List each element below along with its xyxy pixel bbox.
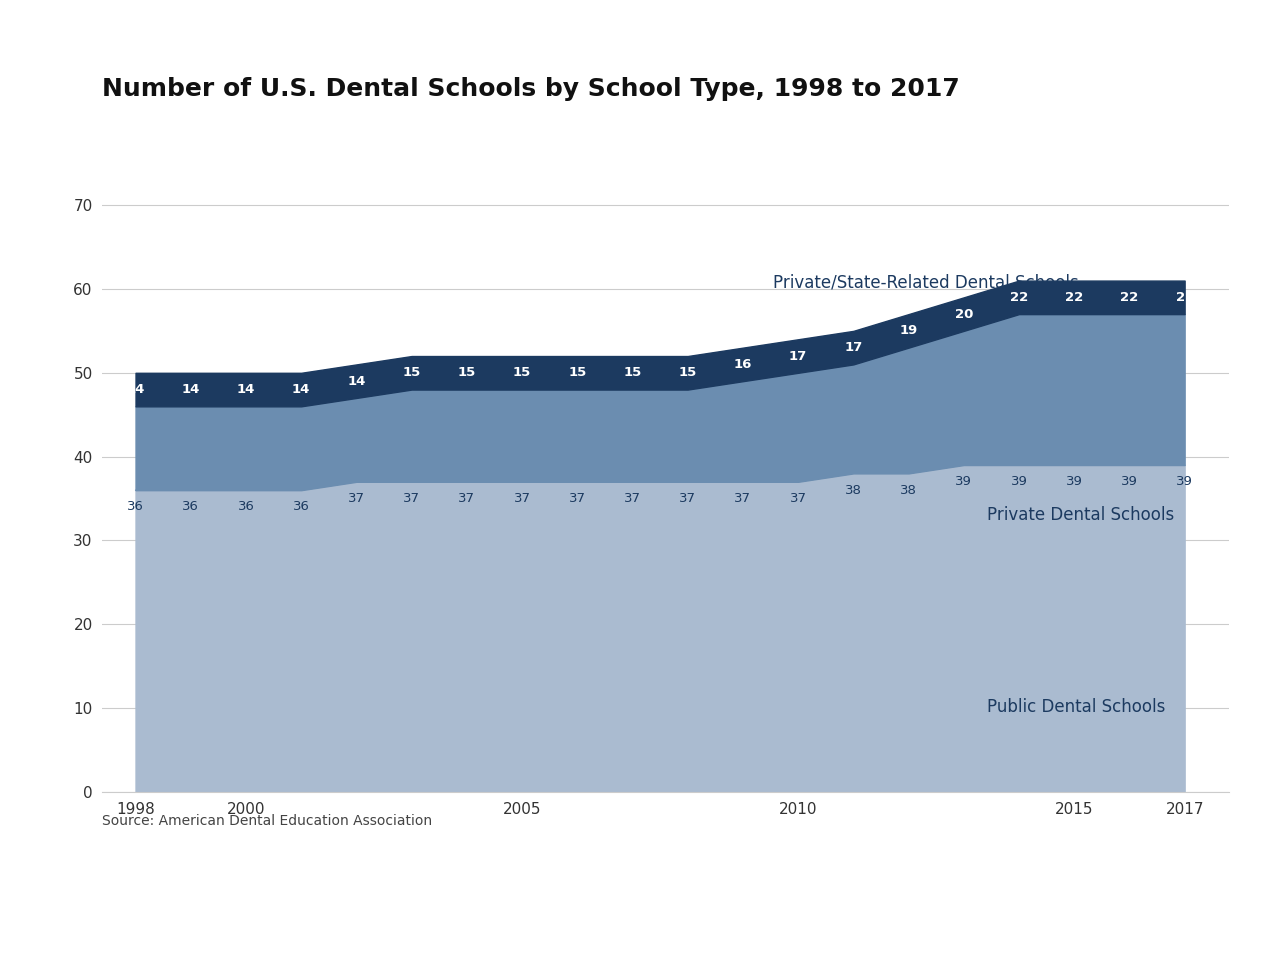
Text: DENTAL EDUCATION: DENTAL EDUCATION [1158,915,1271,924]
Text: Number of U.S. Dental Schools by School Type, 1998 to 2017: Number of U.S. Dental Schools by School … [102,77,960,101]
Text: 14: 14 [182,383,200,396]
Text: 36: 36 [182,500,200,514]
Text: 37: 37 [348,492,365,505]
Text: 15: 15 [568,367,586,379]
Text: 37: 37 [790,492,806,505]
Text: 36: 36 [293,500,310,514]
Text: Private/State-Related Dental Schools: Private/State-Related Dental Schools [773,274,1078,292]
Text: 14: 14 [347,374,366,388]
Text: 14: 14 [292,383,310,396]
Text: 15: 15 [458,367,476,379]
Text: Public Dental Schools: Public Dental Schools [987,698,1165,716]
Text: 22: 22 [1010,291,1028,304]
Text: 19: 19 [900,324,918,337]
Text: THE VOICE OF: THE VOICE OF [1158,886,1236,896]
Text: 15: 15 [513,367,531,379]
Text: Source: American Dental Education Association: Source: American Dental Education Associ… [102,814,433,828]
Text: 17: 17 [788,349,808,363]
Text: 39: 39 [1066,475,1083,489]
Text: 22: 22 [1120,291,1138,304]
Text: 37: 37 [403,492,420,505]
Text: 20: 20 [955,307,973,321]
Text: 37: 37 [458,492,475,505]
Text: 39: 39 [1176,475,1193,489]
Text: Private Dental Schools: Private Dental Schools [987,506,1174,524]
Text: 15: 15 [623,367,641,379]
Text: 16: 16 [733,358,753,371]
Text: 22: 22 [1065,291,1083,304]
Text: 14: 14 [127,383,145,396]
Text: 15: 15 [678,367,696,379]
Text: ADEA: ADEA [1094,889,1197,922]
Text: 36: 36 [238,500,255,514]
Text: 36: 36 [127,500,143,514]
Text: 14: 14 [237,383,255,396]
Text: 37: 37 [568,492,586,505]
Text: 39: 39 [1121,475,1138,489]
Text: AMERICAN DENTAL EDUCATION ASSOCIATION: AMERICAN DENTAL EDUCATION ASSOCIATION [51,897,494,914]
Text: 17: 17 [845,341,863,354]
Text: 37: 37 [680,492,696,505]
Text: 39: 39 [955,475,973,489]
Text: 38: 38 [845,484,861,496]
Text: 39: 39 [1010,475,1028,489]
Text: 22: 22 [1175,291,1194,304]
Text: 37: 37 [623,492,641,505]
Text: 37: 37 [513,492,530,505]
Text: 38: 38 [900,484,916,496]
Text: 37: 37 [735,492,751,505]
Text: 15: 15 [402,367,421,379]
